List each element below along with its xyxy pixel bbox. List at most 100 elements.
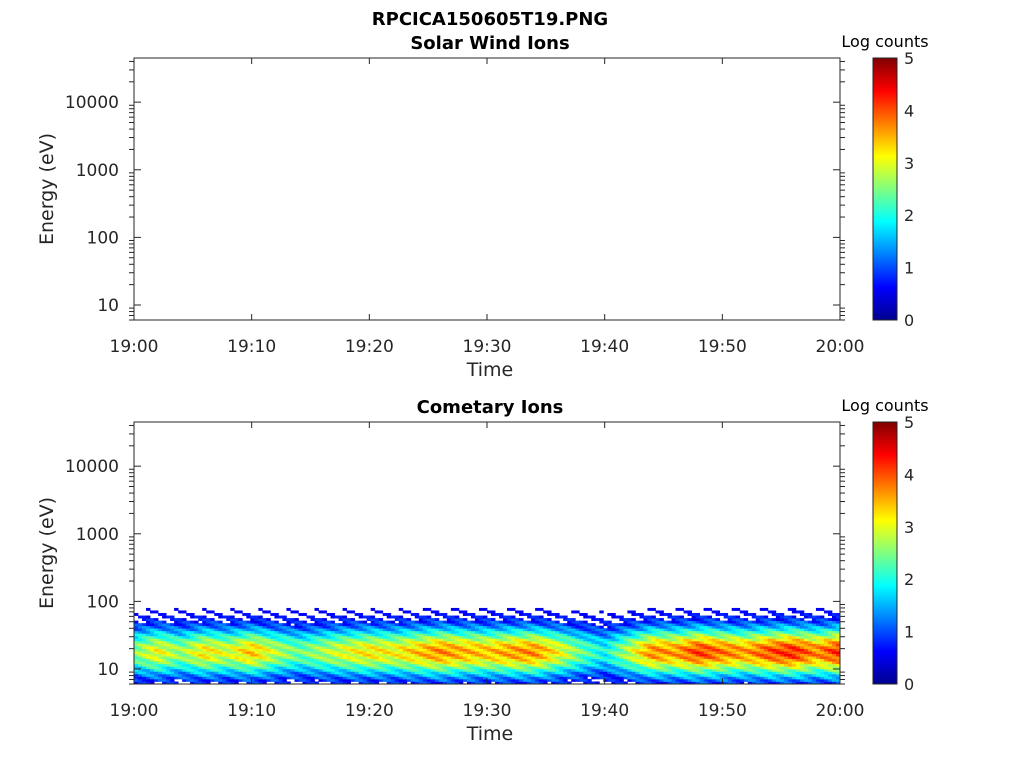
spectrogram-cell <box>503 640 508 644</box>
spectrogram-cell <box>166 630 171 634</box>
spectrogram-cell <box>611 676 616 680</box>
spectrogram-cell <box>671 635 676 639</box>
spectrogram-cell <box>314 625 319 629</box>
spectrogram-cell <box>715 658 721 662</box>
spectrogram-cell <box>462 635 468 639</box>
spectrogram-cell <box>210 635 215 639</box>
spectrogram-cell <box>799 648 805 652</box>
spectrogram-cell <box>759 633 765 637</box>
spectrogram-cell <box>615 673 620 677</box>
spectrogram-cell <box>831 658 837 662</box>
spectrogram-cell <box>254 671 259 675</box>
spectrogram-cell <box>430 676 436 680</box>
spectrogram-cell <box>334 656 339 660</box>
spectrogram-cell <box>555 633 560 637</box>
spectrogram-cell <box>406 623 412 627</box>
spectrogram-cell <box>422 671 428 675</box>
spectrogram-cell <box>426 630 432 634</box>
spectrogram-cell <box>679 671 684 675</box>
spectrogram-cell <box>282 673 287 677</box>
spectrogram-cell <box>326 676 331 680</box>
spectrogram-cell <box>410 620 416 624</box>
spectrogram-cell <box>527 651 532 654</box>
spectrogram-cell <box>190 671 195 675</box>
spectrogram-cell <box>182 643 187 647</box>
spectrogram-cell <box>202 673 207 677</box>
spectrogram-cell <box>615 628 620 632</box>
spectrogram-cell <box>595 673 600 677</box>
spectrogram-cell <box>302 625 307 629</box>
spectrogram-cell <box>370 638 376 642</box>
spectrogram-cell <box>587 668 592 672</box>
spectrogram-cell <box>470 623 476 627</box>
spectrogram-cell <box>434 661 440 665</box>
spectrogram-cell <box>398 681 404 684</box>
spectrogram-cell <box>563 623 568 627</box>
spectrogram-cell <box>402 676 408 680</box>
spectrogram-cell <box>218 663 223 667</box>
spectrogram-cell <box>142 658 147 662</box>
spectrogram-cell <box>134 676 139 680</box>
spectrogram-cell <box>835 658 840 662</box>
spectrogram-cell <box>314 648 319 652</box>
spectrogram-cell <box>635 651 640 654</box>
spectrogram-cell <box>759 623 765 627</box>
spectrogram-cell <box>675 633 680 637</box>
spectrogram-cell <box>543 645 548 649</box>
spectrogram-cell <box>723 620 729 624</box>
spectrogram-cell <box>683 666 688 670</box>
spectrogram-cell <box>659 613 664 616</box>
spectrogram-cell <box>474 618 480 622</box>
spectrogram-cell <box>358 653 364 657</box>
spectrogram-cell <box>482 645 488 649</box>
spectrogram-cell <box>627 638 632 642</box>
spectrogram-cell <box>511 640 516 644</box>
spectrogram-cell <box>270 613 275 616</box>
spectrogram-cell <box>174 651 179 654</box>
spectrogram-cell <box>390 630 396 634</box>
spectrogram-cell <box>515 638 520 642</box>
spectrogram-cell <box>178 648 183 652</box>
spectrogram-cell <box>354 676 360 680</box>
spectrogram-cell <box>418 635 424 639</box>
spectrogram-cell <box>819 607 825 611</box>
spectrogram-cell <box>731 638 737 642</box>
spectrogram-cell <box>563 643 568 647</box>
spectrogram-cell <box>631 610 636 614</box>
spectrogram-cell <box>350 671 356 675</box>
spectrogram-cell <box>743 676 749 680</box>
spectrogram-cell <box>250 666 255 670</box>
spectrogram-cell <box>779 661 785 665</box>
spectrogram-cell <box>278 658 283 662</box>
spectrogram-cell <box>394 676 400 680</box>
spectrogram-cell <box>707 643 713 647</box>
spectrogram-cell <box>587 671 592 675</box>
spectrogram-cell <box>430 643 436 647</box>
spectrogram-cell <box>575 676 580 680</box>
spectrogram-cell <box>763 668 769 672</box>
spectrogram-cell <box>603 643 608 647</box>
spectrogram-cell <box>783 673 789 677</box>
spectrogram-cell <box>306 643 311 647</box>
spectrogram-cell <box>715 681 721 684</box>
spectrogram-cell <box>651 681 656 684</box>
spectrogram-cell <box>611 613 616 616</box>
spectrogram-cell <box>655 658 660 662</box>
spectrogram-cell <box>731 651 737 654</box>
spectrogram-cell <box>194 620 199 624</box>
spectrogram-cell <box>635 671 640 675</box>
spectrogram-cell <box>394 663 400 667</box>
spectrogram-cell <box>595 638 600 642</box>
spectrogram-cell <box>314 653 319 657</box>
spectrogram-cell <box>394 615 400 619</box>
spectrogram-cell <box>402 638 408 642</box>
spectrogram-cell <box>819 658 825 662</box>
spectrogram-cell <box>567 653 572 657</box>
spectrogram-cell <box>519 628 524 632</box>
spectrogram-cell <box>430 671 436 675</box>
spectrogram-cell <box>611 628 616 632</box>
spectrogram-cell <box>350 638 356 642</box>
spectrogram-cell <box>619 615 624 619</box>
spectrogram-cell <box>815 676 821 680</box>
spectrogram-cell <box>639 638 644 642</box>
